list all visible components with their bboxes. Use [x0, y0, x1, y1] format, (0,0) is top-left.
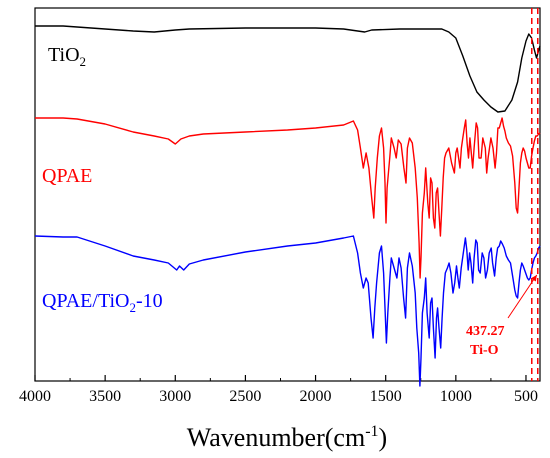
annotation-label: Ti-O [470, 343, 499, 358]
plot-frame [34, 7, 541, 382]
series-lines [34, 25, 541, 387]
x-axis-ticks: 4000 3500 3000 2500 2000 1500 1000 500 [19, 375, 538, 405]
x-tick-label: 2000 [300, 388, 332, 405]
x-axis-title: Wavenumber(cm-1) [187, 423, 387, 452]
annotation-value: 437.27 [466, 324, 505, 339]
x-tick-label: 500 [514, 388, 538, 405]
x-tick-label: 4000 [19, 388, 51, 405]
qpae-spectrum-line [35, 117, 541, 279]
series-label-qpae: QPAE [42, 165, 92, 187]
x-tick-label: 2500 [229, 388, 261, 405]
series-label-tio2: TiO2 [48, 44, 86, 69]
annotation-arrow [507, 274, 538, 319]
x-tick-label: 3500 [89, 388, 121, 405]
x-tick-label: 1000 [440, 388, 472, 405]
x-tick-label: 3000 [159, 388, 191, 405]
tio2-spectrum-line [35, 25, 541, 113]
qpae-tio2-10-spectrum-line [34, 235, 541, 387]
x-tick-label: 1500 [370, 388, 402, 405]
series-label-qpae-tio2-10: QPAE/TiO2-10 [42, 290, 163, 315]
